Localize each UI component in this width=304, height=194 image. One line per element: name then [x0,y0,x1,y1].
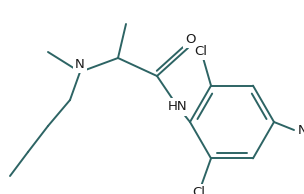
Text: N: N [75,58,85,71]
Text: O: O [185,33,195,46]
Text: Cl: Cl [195,45,208,58]
Text: Cl: Cl [192,186,206,194]
Text: HN: HN [168,100,188,113]
Text: NH₂: NH₂ [298,124,304,137]
